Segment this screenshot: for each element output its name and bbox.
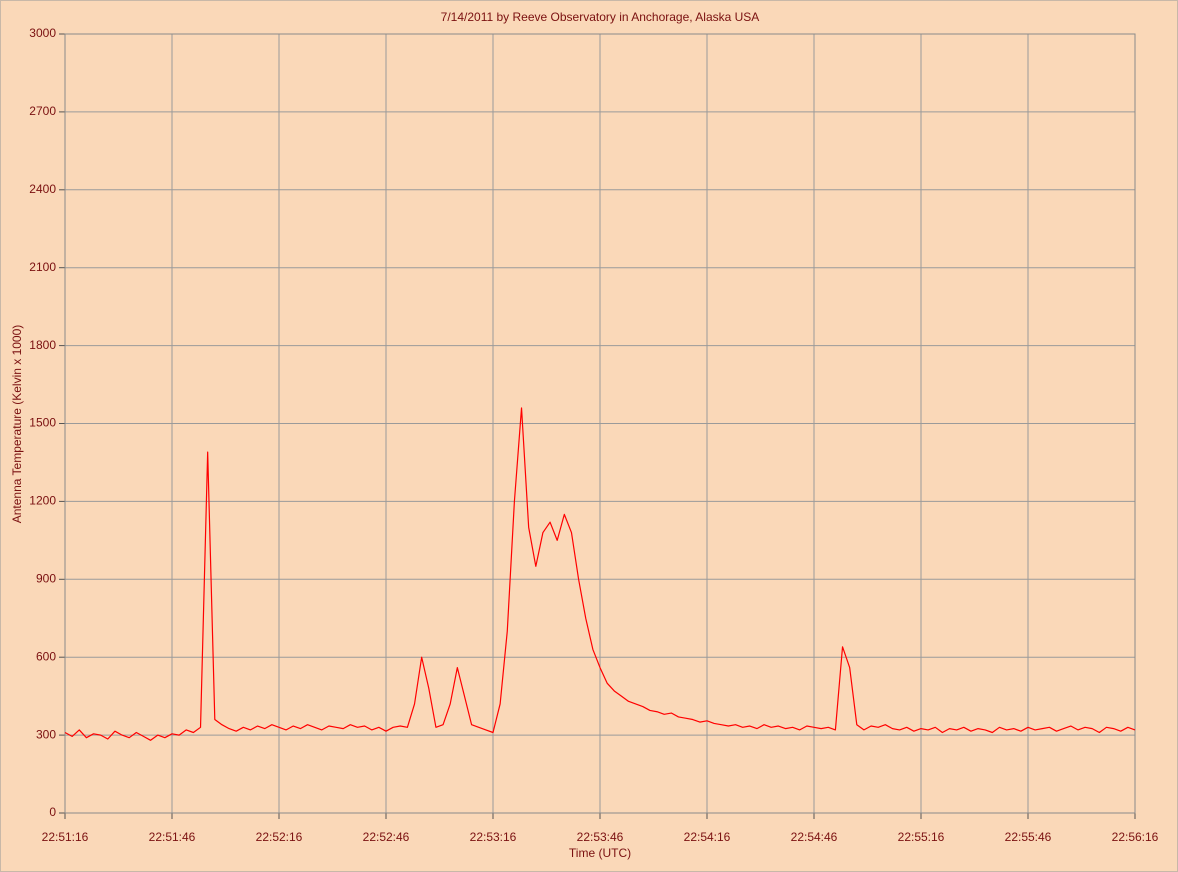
y-axis-label: Antenna Temperature (Kelvin x 1000) (10, 325, 24, 524)
x-tick-label: 22:53:16 (470, 830, 517, 844)
chart-title: 7/14/2011 by Reeve Observatory in Anchor… (441, 10, 760, 24)
y-tick-label: 1200 (29, 494, 56, 508)
x-axis-label: Time (UTC) (569, 846, 631, 860)
x-tick-label: 22:51:46 (149, 830, 196, 844)
x-tick-label: 22:56:16 (1112, 830, 1159, 844)
x-tick-label: 22:52:16 (256, 830, 303, 844)
x-tick-label: 22:51:16 (42, 830, 89, 844)
x-tick-label: 22:53:46 (577, 830, 624, 844)
y-tick-label: 2400 (29, 182, 56, 196)
x-tick-label: 22:52:46 (363, 830, 410, 844)
data-line (64, 407, 1136, 741)
y-tick-label: 1800 (29, 338, 56, 352)
x-tick-label: 22:55:16 (898, 830, 945, 844)
y-tick-label: 2100 (29, 260, 56, 274)
y-tick-label: 900 (36, 571, 56, 585)
y-tick-label: 0 (49, 805, 56, 819)
y-tick-label: 2700 (29, 104, 56, 118)
x-tick-label: 22:54:16 (684, 830, 731, 844)
y-tick-label: 300 (36, 727, 56, 741)
y-tick-label: 600 (36, 649, 56, 663)
x-tick-label: 22:55:46 (1005, 830, 1052, 844)
y-tick-label: 1500 (29, 416, 56, 430)
x-tick-label: 22:54:46 (791, 830, 838, 844)
y-tick-label: 3000 (29, 26, 56, 40)
plot-frame (64, 33, 1136, 814)
